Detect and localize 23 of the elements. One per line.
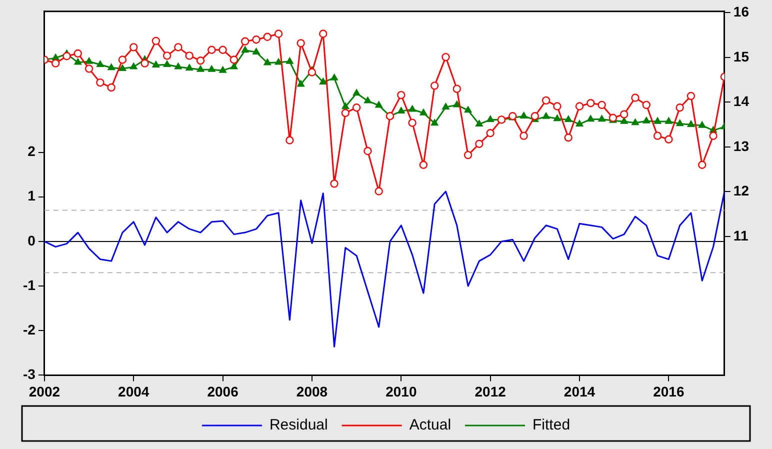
x-tick-label: 2006 — [207, 383, 239, 400]
y-tick-label: 0 — [28, 232, 36, 248]
y2-tick-label: 11 — [733, 227, 748, 244]
y2-tick-label: 14 — [733, 93, 750, 110]
x-tick-label: 2008 — [296, 383, 328, 400]
x-tick-label: 2012 — [474, 383, 506, 400]
y-tick-label: 2 — [28, 143, 36, 160]
legend-label: Actual — [409, 416, 452, 434]
y-tick-label: -1 — [22, 276, 36, 293]
y2-tick-label: 16 — [733, 4, 750, 20]
x-tick-label: 2014 — [564, 383, 596, 400]
y-tick-label: 1 — [28, 188, 36, 204]
x-tick-label: 2002 — [28, 383, 60, 400]
y-tick-label: -3 — [22, 366, 36, 382]
x-tick-label: 2010 — [386, 383, 417, 400]
x-tick-label: 2016 — [653, 383, 684, 400]
legend-label: Residual — [269, 416, 328, 434]
legend-label: Fitted — [532, 416, 570, 434]
x-tick-label: 2004 — [118, 383, 150, 400]
y2-tick-label: 13 — [733, 138, 750, 154]
y-tick-label: -2 — [22, 321, 36, 338]
y2-tick-label: 12 — [733, 182, 750, 199]
y2-tick-label: 15 — [733, 48, 750, 64]
